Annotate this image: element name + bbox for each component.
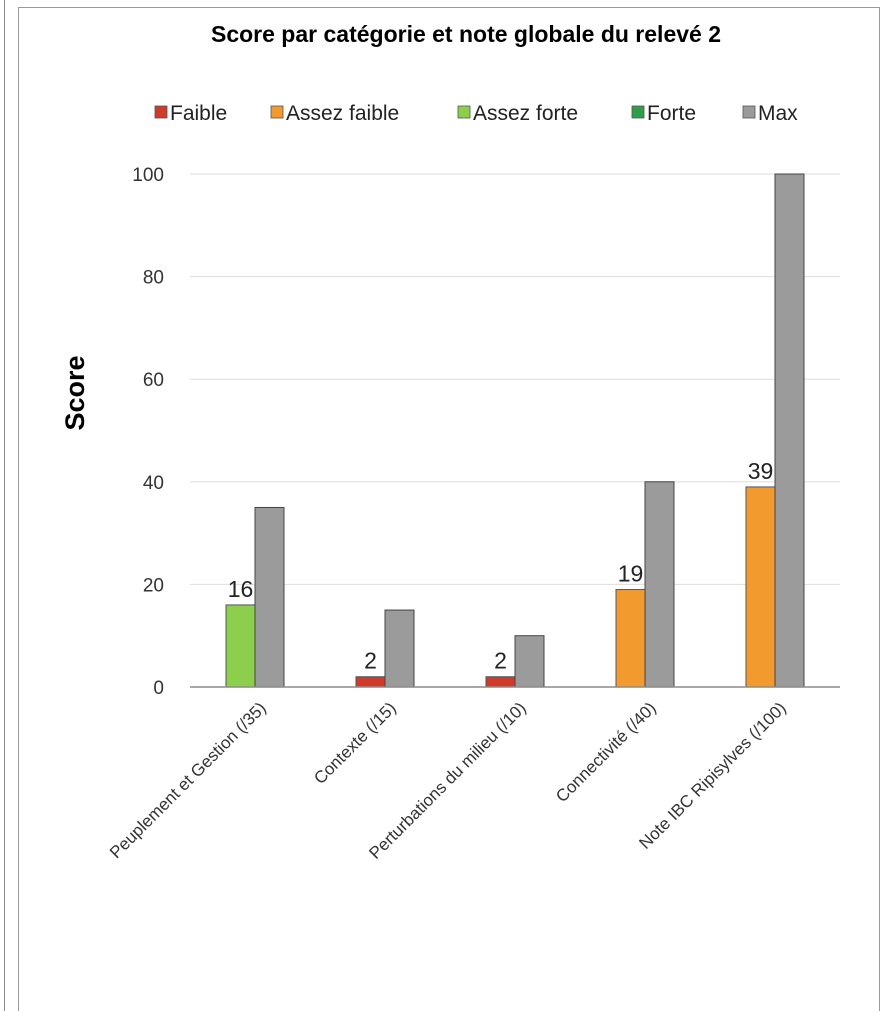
legend-swatch [742,105,756,119]
y-tick-label: 20 [143,575,164,596]
max-bar [774,173,805,688]
x-category-label: Note IBC Ripisylves (/100) [635,698,789,852]
legend-item-0: Faible [154,102,227,125]
outer-frame-line [4,0,5,1011]
y-tick-label: 0 [153,678,164,699]
max-bar [514,635,545,688]
x-category-label: Connectivité (/40) [552,698,660,806]
legend-label: Max [758,102,798,125]
chart-legend: Faible Assez faible Assez forte Forte Max [154,102,798,125]
legend-item-4: Max [742,102,798,125]
score-bar [355,676,386,688]
legend-label: Forte [647,102,696,125]
legend-item-2: Assez forte [457,102,578,125]
x-category-label: Perturbations du milieu (/10) [365,698,529,862]
score-data-label: 39 [748,458,774,484]
y-tick-label: 60 [143,370,164,391]
score-bar [615,589,646,688]
legend-item-3: Forte [631,102,696,125]
data-labels: 16 2 2 19 39 [228,458,774,674]
max-bar [384,609,415,688]
chart-title: Score par catégorie et note globale du r… [211,21,721,47]
max-bar [644,481,675,688]
legend-swatch [270,105,284,119]
y-tick-label: 80 [143,268,164,289]
legend-item-1: Assez faible [270,102,399,125]
legend-label: Assez forte [473,102,578,125]
y-tick-label: 100 [132,165,164,186]
max-bar [254,506,285,688]
legend-label: Assez faible [286,102,399,125]
gridlines [190,173,840,585]
score-data-label: 16 [228,576,254,602]
legend-swatch [154,105,168,119]
x-category-label: Contexte (/15) [310,698,400,788]
y-axis-label: Score [60,355,90,430]
legend-swatch [631,105,645,119]
score-data-label: 19 [618,561,644,587]
score-bar [225,604,256,688]
bars [225,173,805,688]
legend-label: Faible [170,102,227,125]
score-data-label: 2 [494,648,507,674]
score-bar [745,486,776,688]
legend-swatch [457,105,471,119]
x-category-label: Peuplement et Gestion (/35) [106,698,270,862]
y-tick-label: 40 [143,473,164,494]
score-bar [485,676,516,688]
y-axis-ticks: 0 20 40 60 80 100 [132,165,164,699]
score-data-label: 2 [364,648,377,674]
x-axis-category-labels: Peuplement et Gestion (/35) Contexte (/15… [106,698,790,862]
